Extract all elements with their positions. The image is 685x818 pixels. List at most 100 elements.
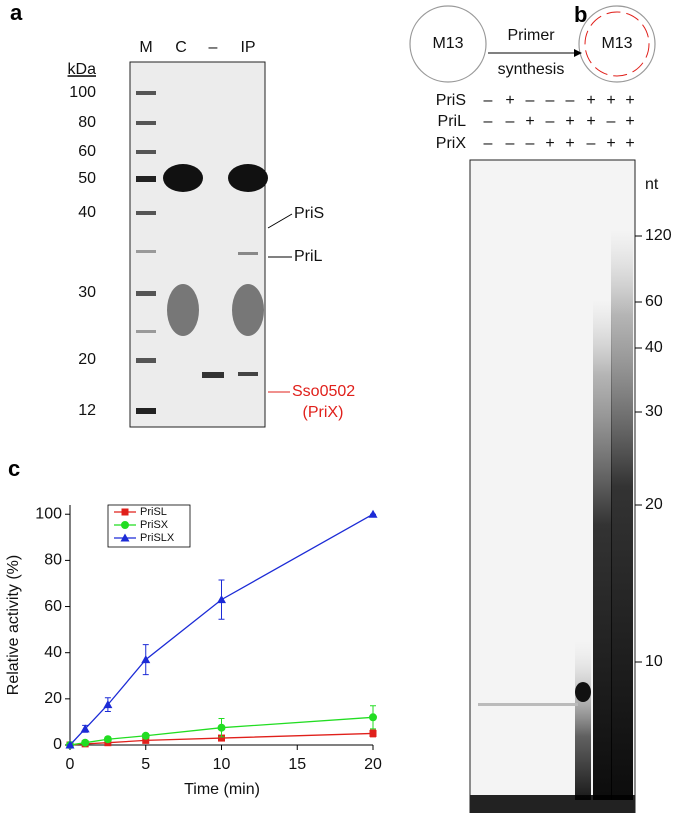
marker-label: 20 bbox=[78, 351, 96, 368]
unit-label: kDa bbox=[68, 61, 97, 78]
annotation: PriS bbox=[294, 205, 324, 222]
sign: + bbox=[565, 113, 574, 130]
point bbox=[141, 731, 150, 740]
sign: + bbox=[625, 113, 634, 130]
legend-label: PriSX bbox=[140, 519, 169, 531]
sign: – bbox=[607, 113, 616, 130]
sign: – bbox=[484, 113, 493, 130]
annotation: (PriX) bbox=[303, 404, 344, 421]
sign: – bbox=[526, 135, 535, 152]
point bbox=[65, 740, 75, 749]
marker-label: 50 bbox=[78, 170, 96, 187]
sign: + bbox=[525, 113, 534, 130]
marker-label: 120 bbox=[645, 227, 672, 244]
legend-marker bbox=[121, 508, 129, 516]
y-tick-label: 100 bbox=[35, 505, 62, 522]
gel-b bbox=[469, 159, 636, 814]
x-tick-label: 0 bbox=[66, 756, 75, 773]
sign: – bbox=[546, 113, 555, 130]
marker-label: 30 bbox=[78, 284, 96, 301]
sign: – bbox=[587, 135, 596, 152]
y-tick-label: 60 bbox=[44, 598, 62, 615]
x-tick-label: 10 bbox=[213, 756, 231, 773]
lane-label: M bbox=[139, 39, 152, 56]
point bbox=[103, 735, 112, 744]
template-label: M13 bbox=[601, 35, 632, 52]
legend-label: PriSL bbox=[140, 506, 167, 518]
template-circle bbox=[578, 5, 656, 83]
template-label: M13 bbox=[432, 35, 463, 52]
marker-label: 20 bbox=[645, 496, 663, 513]
y-tick-label: 80 bbox=[44, 552, 62, 569]
point bbox=[81, 738, 90, 747]
point bbox=[217, 723, 226, 732]
marker-label: 80 bbox=[78, 114, 96, 131]
sign: – bbox=[506, 113, 515, 130]
series-line bbox=[69, 513, 374, 746]
marker-label: 40 bbox=[78, 204, 96, 221]
point bbox=[369, 729, 377, 737]
legend-marker bbox=[120, 533, 130, 542]
row-label: PriS bbox=[436, 92, 466, 109]
y-tick-label: 0 bbox=[53, 736, 62, 753]
marker-label: 100 bbox=[69, 84, 96, 101]
unit-label: nt bbox=[645, 176, 659, 193]
legend-label: PriSLX bbox=[140, 532, 175, 544]
panel-label: b bbox=[574, 2, 587, 27]
x-tick-label: 15 bbox=[288, 756, 306, 773]
panel-label: a bbox=[10, 0, 23, 25]
y-tick-label: 40 bbox=[44, 644, 62, 661]
gel-a bbox=[129, 61, 268, 428]
annotation: PriL bbox=[294, 248, 323, 265]
point bbox=[369, 713, 377, 722]
sign: + bbox=[586, 92, 595, 109]
point bbox=[80, 724, 90, 733]
point bbox=[103, 700, 113, 709]
lane-label: IP bbox=[240, 39, 255, 56]
sign: + bbox=[545, 135, 554, 152]
sign: – bbox=[526, 92, 535, 109]
row-label: PriL bbox=[438, 113, 467, 130]
sign: + bbox=[606, 135, 615, 152]
y-axis-label: Relative activity (%) bbox=[5, 555, 22, 695]
marker-label: 12 bbox=[78, 402, 96, 419]
sign: + bbox=[565, 135, 574, 152]
sign: – bbox=[484, 135, 493, 152]
sign: + bbox=[606, 92, 615, 109]
arrow-head bbox=[574, 49, 582, 57]
panel-label: c bbox=[8, 456, 20, 481]
y-tick-label: 20 bbox=[44, 690, 62, 707]
sign: + bbox=[505, 92, 514, 109]
lane-label: C bbox=[175, 39, 187, 56]
legend-marker bbox=[121, 521, 129, 529]
sign: – bbox=[546, 92, 555, 109]
x-axis-label: Time (min) bbox=[184, 781, 260, 798]
x-tick-label: 20 bbox=[364, 756, 382, 773]
marker-label: 30 bbox=[645, 403, 663, 420]
marker-label: 60 bbox=[78, 143, 96, 160]
lane-label: – bbox=[209, 39, 218, 56]
marker-label: 10 bbox=[645, 653, 663, 670]
arrow-label: Primer bbox=[507, 27, 555, 44]
primer-circle bbox=[584, 11, 650, 77]
x-tick-label: 5 bbox=[141, 756, 150, 773]
point bbox=[142, 736, 150, 744]
sign: – bbox=[506, 135, 515, 152]
arrow-label: synthesis bbox=[498, 61, 565, 78]
annotation-line bbox=[267, 213, 293, 229]
point bbox=[218, 734, 225, 742]
sign: + bbox=[586, 113, 595, 130]
sign: – bbox=[566, 92, 575, 109]
sign: – bbox=[484, 92, 493, 109]
point bbox=[368, 509, 378, 518]
marker-label: 60 bbox=[645, 293, 663, 310]
row-label: PriX bbox=[436, 135, 467, 152]
sign: + bbox=[625, 135, 634, 152]
point bbox=[141, 655, 151, 664]
point bbox=[217, 595, 226, 604]
sign: + bbox=[625, 92, 634, 109]
annotation: Sso0502 bbox=[292, 383, 355, 400]
marker-label: 40 bbox=[645, 339, 663, 356]
template-circle bbox=[409, 5, 487, 83]
